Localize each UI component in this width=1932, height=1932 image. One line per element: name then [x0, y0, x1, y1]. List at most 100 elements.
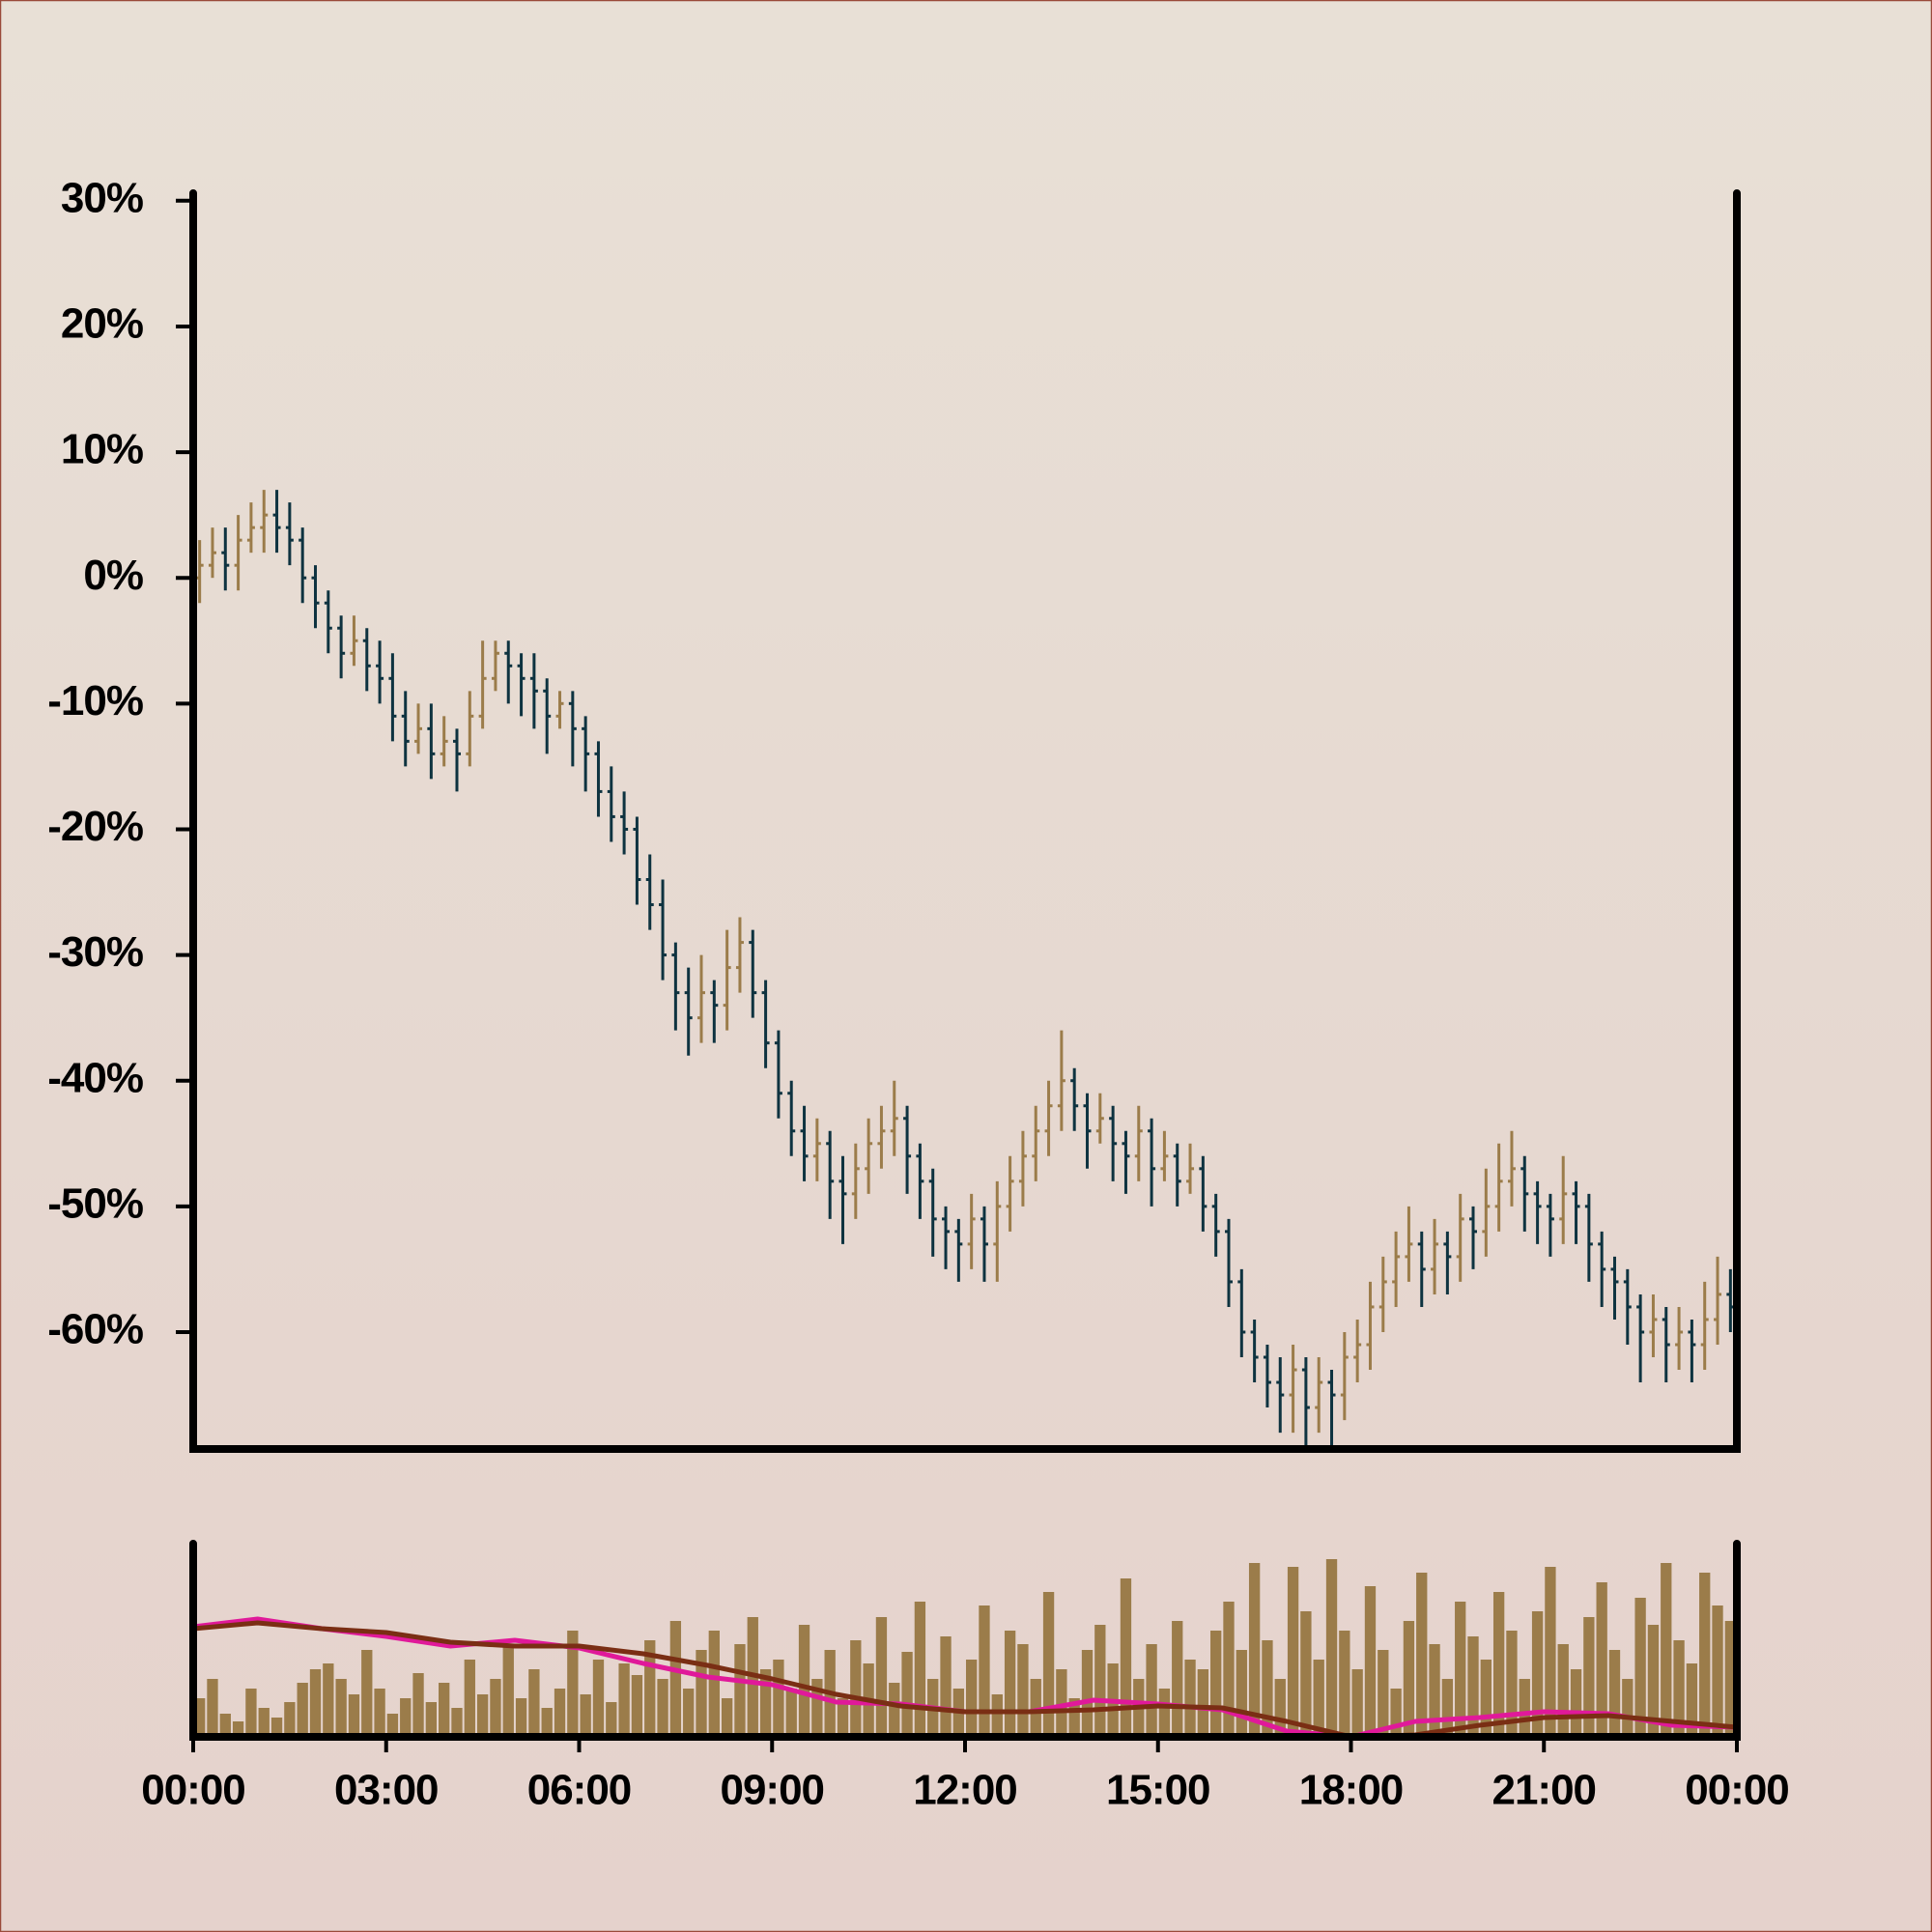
volume-bar: [580, 1694, 591, 1737]
y-tick-label: 30%: [61, 174, 143, 221]
volume-bar: [811, 1679, 823, 1737]
volume-bar: [734, 1644, 746, 1737]
volume-bar: [1467, 1636, 1479, 1737]
volume-bar: [284, 1702, 296, 1737]
volume-bar: [1210, 1631, 1222, 1737]
x-tick-label: 12:00: [913, 1767, 1017, 1814]
volume-bar: [1313, 1660, 1324, 1737]
volume-bar: [1724, 1621, 1736, 1737]
volume-bar: [1686, 1663, 1698, 1737]
volume-panel: [193, 1559, 1737, 1737]
volume-bar: [1030, 1679, 1041, 1737]
volume-bar: [1378, 1650, 1389, 1737]
volume-bar: [323, 1663, 334, 1737]
volume-bar: [207, 1679, 218, 1737]
volume-bar: [940, 1636, 952, 1737]
volume-bar: [219, 1714, 231, 1737]
volume-bar: [875, 1617, 888, 1737]
volume-bar: [1042, 1592, 1055, 1737]
volume-bar: [618, 1663, 630, 1737]
volume-bar: [1531, 1611, 1544, 1737]
volume-bar: [1120, 1578, 1132, 1737]
volume-bar: [1519, 1679, 1530, 1737]
volume-bar: [759, 1669, 772, 1737]
volume-bar: [412, 1673, 424, 1737]
volume-bar: [798, 1625, 810, 1737]
volume-bar: [258, 1708, 270, 1737]
volume-bar: [1223, 1602, 1235, 1737]
price-frame: [189, 189, 1741, 1453]
volume-bar: [1570, 1669, 1582, 1737]
x-tick-label: 00:00: [141, 1767, 245, 1814]
volume-bar: [490, 1679, 501, 1737]
volume-bar: [361, 1650, 373, 1737]
volume-bar: [554, 1689, 566, 1737]
volume-bar: [1506, 1631, 1518, 1737]
volume-bar: [1608, 1650, 1621, 1737]
volume-bar: [1236, 1650, 1247, 1737]
volume-bar: [335, 1679, 347, 1737]
volume-bar: [1004, 1631, 1016, 1737]
volume-bar: [1583, 1617, 1595, 1737]
volume-bar: [1262, 1640, 1273, 1737]
moving-average-line: [193, 1620, 1737, 1737]
volume-bar: [1094, 1625, 1106, 1737]
volume-bar: [1596, 1582, 1607, 1737]
volume-bar: [657, 1679, 668, 1737]
volume-bar: [1403, 1621, 1415, 1737]
volume-bar: [1699, 1573, 1711, 1737]
volume-bar: [1429, 1644, 1440, 1737]
volume-bar: [1017, 1644, 1029, 1737]
volume-bar: [464, 1660, 475, 1737]
volume-bar: [606, 1702, 617, 1737]
volume-bar: [785, 1689, 797, 1737]
y-tick-label: -30%: [47, 928, 143, 976]
volume-bar: [1480, 1660, 1492, 1737]
volume-bar: [476, 1694, 489, 1737]
volume-bar: [1146, 1644, 1157, 1737]
volume-bar: [1557, 1644, 1569, 1737]
volume-bar: [425, 1702, 438, 1737]
volume-bar: [374, 1689, 385, 1737]
volume-bar: [1158, 1689, 1171, 1737]
volume-bar: [644, 1640, 656, 1737]
volume-bar: [773, 1660, 784, 1737]
volume-bar: [297, 1683, 308, 1737]
volume-bar: [194, 1698, 206, 1737]
volume-bar: [1492, 1592, 1505, 1737]
volume-bar: [631, 1675, 643, 1737]
volume-bar: [1274, 1679, 1286, 1737]
x-tick-label: 09:00: [720, 1767, 824, 1814]
volume-bar: [1172, 1621, 1183, 1737]
volume-bar: [1300, 1611, 1312, 1737]
volume-bar: [1325, 1559, 1338, 1737]
volume-bar: [683, 1689, 695, 1737]
volume-bar: [592, 1660, 605, 1737]
volume-bar: [1068, 1698, 1080, 1737]
volume-bar: [515, 1698, 527, 1737]
volume-bar: [914, 1602, 926, 1737]
y-tick-label: -50%: [47, 1179, 143, 1227]
axes: 30% 20% 10% 0% -10% -20% -30% -40% -50% -60% 00:00…: [47, 174, 1789, 1814]
volume-bar: [528, 1669, 540, 1737]
x-tick-label: 00:00: [1685, 1767, 1789, 1814]
x-tick-label: 03:00: [334, 1767, 439, 1814]
volume-bar: [1712, 1605, 1723, 1737]
volume-bar: [1248, 1563, 1261, 1737]
volume-bar: [901, 1652, 913, 1737]
volume-bar: [1364, 1586, 1377, 1737]
volume-bar: [245, 1689, 257, 1737]
volume-bar: [850, 1640, 862, 1737]
volume-bar: [669, 1621, 682, 1737]
volume-bar: [1197, 1669, 1209, 1737]
volume-bar: [1634, 1598, 1646, 1737]
volume-bar: [541, 1708, 553, 1737]
y-tick-label: 10%: [61, 426, 143, 473]
volume-bar: [889, 1683, 900, 1737]
x-tick-label: 06:00: [527, 1767, 632, 1814]
volume-bar: [309, 1669, 322, 1737]
volume-bar: [708, 1631, 720, 1737]
volume-bar: [348, 1694, 360, 1737]
